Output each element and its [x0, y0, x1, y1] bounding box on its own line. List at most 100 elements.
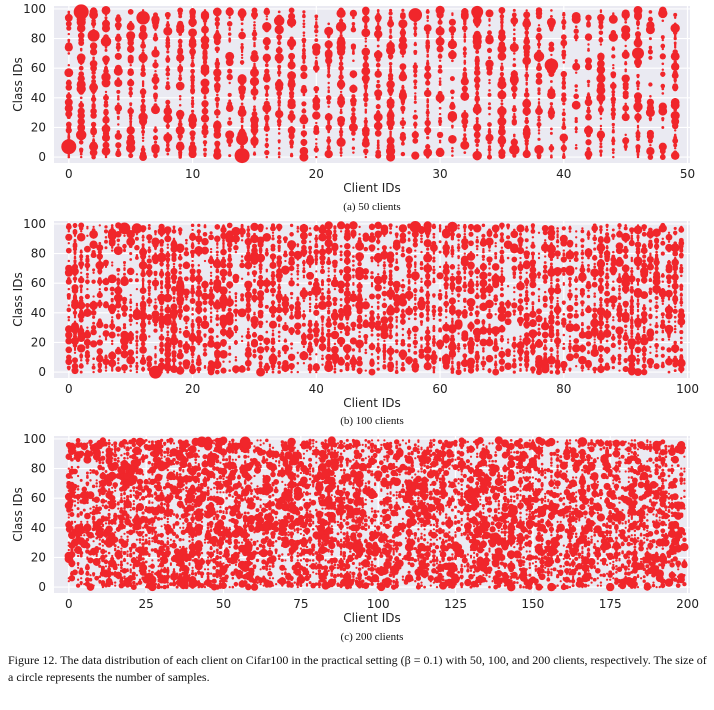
scatter-point — [376, 247, 380, 251]
scatter-point — [587, 92, 590, 95]
scatter-point — [435, 5, 445, 16]
scatter-point — [234, 324, 238, 328]
scatter-point — [290, 296, 293, 300]
scatter-point — [401, 327, 405, 331]
scatter-point — [139, 24, 147, 32]
scatter-point — [364, 37, 368, 40]
scatter-point — [202, 140, 208, 145]
scatter-point — [141, 136, 145, 140]
scatter-point — [284, 322, 287, 325]
scatter-point — [321, 326, 324, 329]
scatter-point — [351, 137, 355, 141]
scatter-point — [262, 22, 272, 32]
scatter-point — [175, 109, 185, 119]
x-tick-label: 50 — [680, 167, 695, 181]
scatter-point — [246, 330, 250, 334]
scatter-point — [189, 141, 196, 147]
scatter-point — [302, 25, 306, 29]
scatter-point — [153, 304, 158, 310]
scatter-point — [234, 356, 238, 359]
scatter-point — [103, 68, 109, 74]
scatter-point — [512, 41, 516, 45]
scatter-point — [370, 223, 374, 228]
scatter-point — [277, 46, 281, 49]
scatter-point — [76, 79, 86, 90]
scatter-point — [165, 263, 170, 268]
scatter-point — [448, 134, 457, 144]
scatter-point — [523, 11, 531, 19]
scatter-point — [612, 126, 615, 129]
scatter-point — [148, 255, 151, 258]
scatter-point — [213, 82, 221, 90]
scatter-point — [451, 146, 454, 150]
scatter-point — [114, 21, 122, 29]
scatter-point — [413, 100, 417, 104]
scatter-point — [72, 357, 78, 364]
scatter-point — [587, 146, 590, 150]
scatter-point — [135, 347, 139, 350]
scatter-point — [240, 117, 244, 121]
scatter-point — [560, 34, 567, 40]
scatter-point — [154, 143, 157, 147]
scatter-point — [649, 143, 652, 147]
scatter-point — [277, 330, 281, 334]
scatter-point — [633, 5, 643, 15]
scatter-point — [184, 326, 188, 330]
scatter-point — [308, 245, 313, 250]
scatter-point — [351, 112, 356, 117]
scatter-point — [129, 120, 133, 123]
scatter-point — [271, 306, 275, 310]
scatter-point — [214, 258, 220, 264]
scatter-point — [318, 248, 327, 256]
scatter-point — [208, 335, 214, 341]
scatter-point — [191, 319, 194, 322]
scatter-point — [327, 89, 330, 92]
scatter-point — [313, 111, 320, 117]
scatter-point — [574, 146, 578, 150]
scatter-point — [284, 338, 287, 341]
scatter-point — [346, 322, 349, 325]
scatter-point — [200, 114, 210, 123]
scatter-point — [423, 89, 432, 98]
scatter-point — [265, 98, 269, 101]
scatter-point — [407, 343, 412, 348]
scatter-point — [214, 109, 221, 116]
scatter-point — [395, 258, 398, 261]
scatter-point — [79, 107, 84, 112]
scatter-point — [339, 230, 343, 233]
scatter-point — [225, 311, 234, 320]
scatter-point — [213, 68, 222, 77]
scatter-point — [159, 357, 165, 363]
scatter-point — [271, 332, 275, 335]
scatter-point — [226, 222, 233, 229]
scatter-point — [127, 22, 134, 29]
scatter-point — [116, 346, 120, 350]
scatter-point — [79, 358, 83, 362]
scatter-point — [485, 133, 494, 142]
scatter-point — [438, 35, 442, 39]
scatter-point — [308, 357, 312, 361]
scatter-point — [203, 100, 207, 105]
scatter-point — [129, 293, 132, 297]
scatter-point — [178, 330, 182, 334]
scatter-point — [83, 338, 91, 347]
scatter-point — [500, 105, 504, 108]
scatter-point — [463, 133, 467, 137]
scatter-point — [86, 349, 89, 353]
scatter-point — [673, 150, 678, 155]
scatter-point — [114, 78, 123, 88]
scatter-point-large — [87, 29, 100, 42]
scatter-point — [284, 345, 287, 349]
scatter-point — [141, 225, 145, 229]
scatter-point — [352, 264, 355, 267]
scatter-point — [79, 147, 84, 152]
scatter-point — [209, 288, 214, 293]
scatter-point — [90, 127, 97, 134]
scatter-point — [463, 59, 467, 63]
scatter-point — [209, 274, 213, 277]
scatter-point — [141, 94, 146, 99]
scatter-point — [129, 127, 133, 131]
scatter-point — [302, 47, 306, 51]
scatter-point — [127, 134, 135, 142]
scatter-point — [166, 152, 170, 156]
